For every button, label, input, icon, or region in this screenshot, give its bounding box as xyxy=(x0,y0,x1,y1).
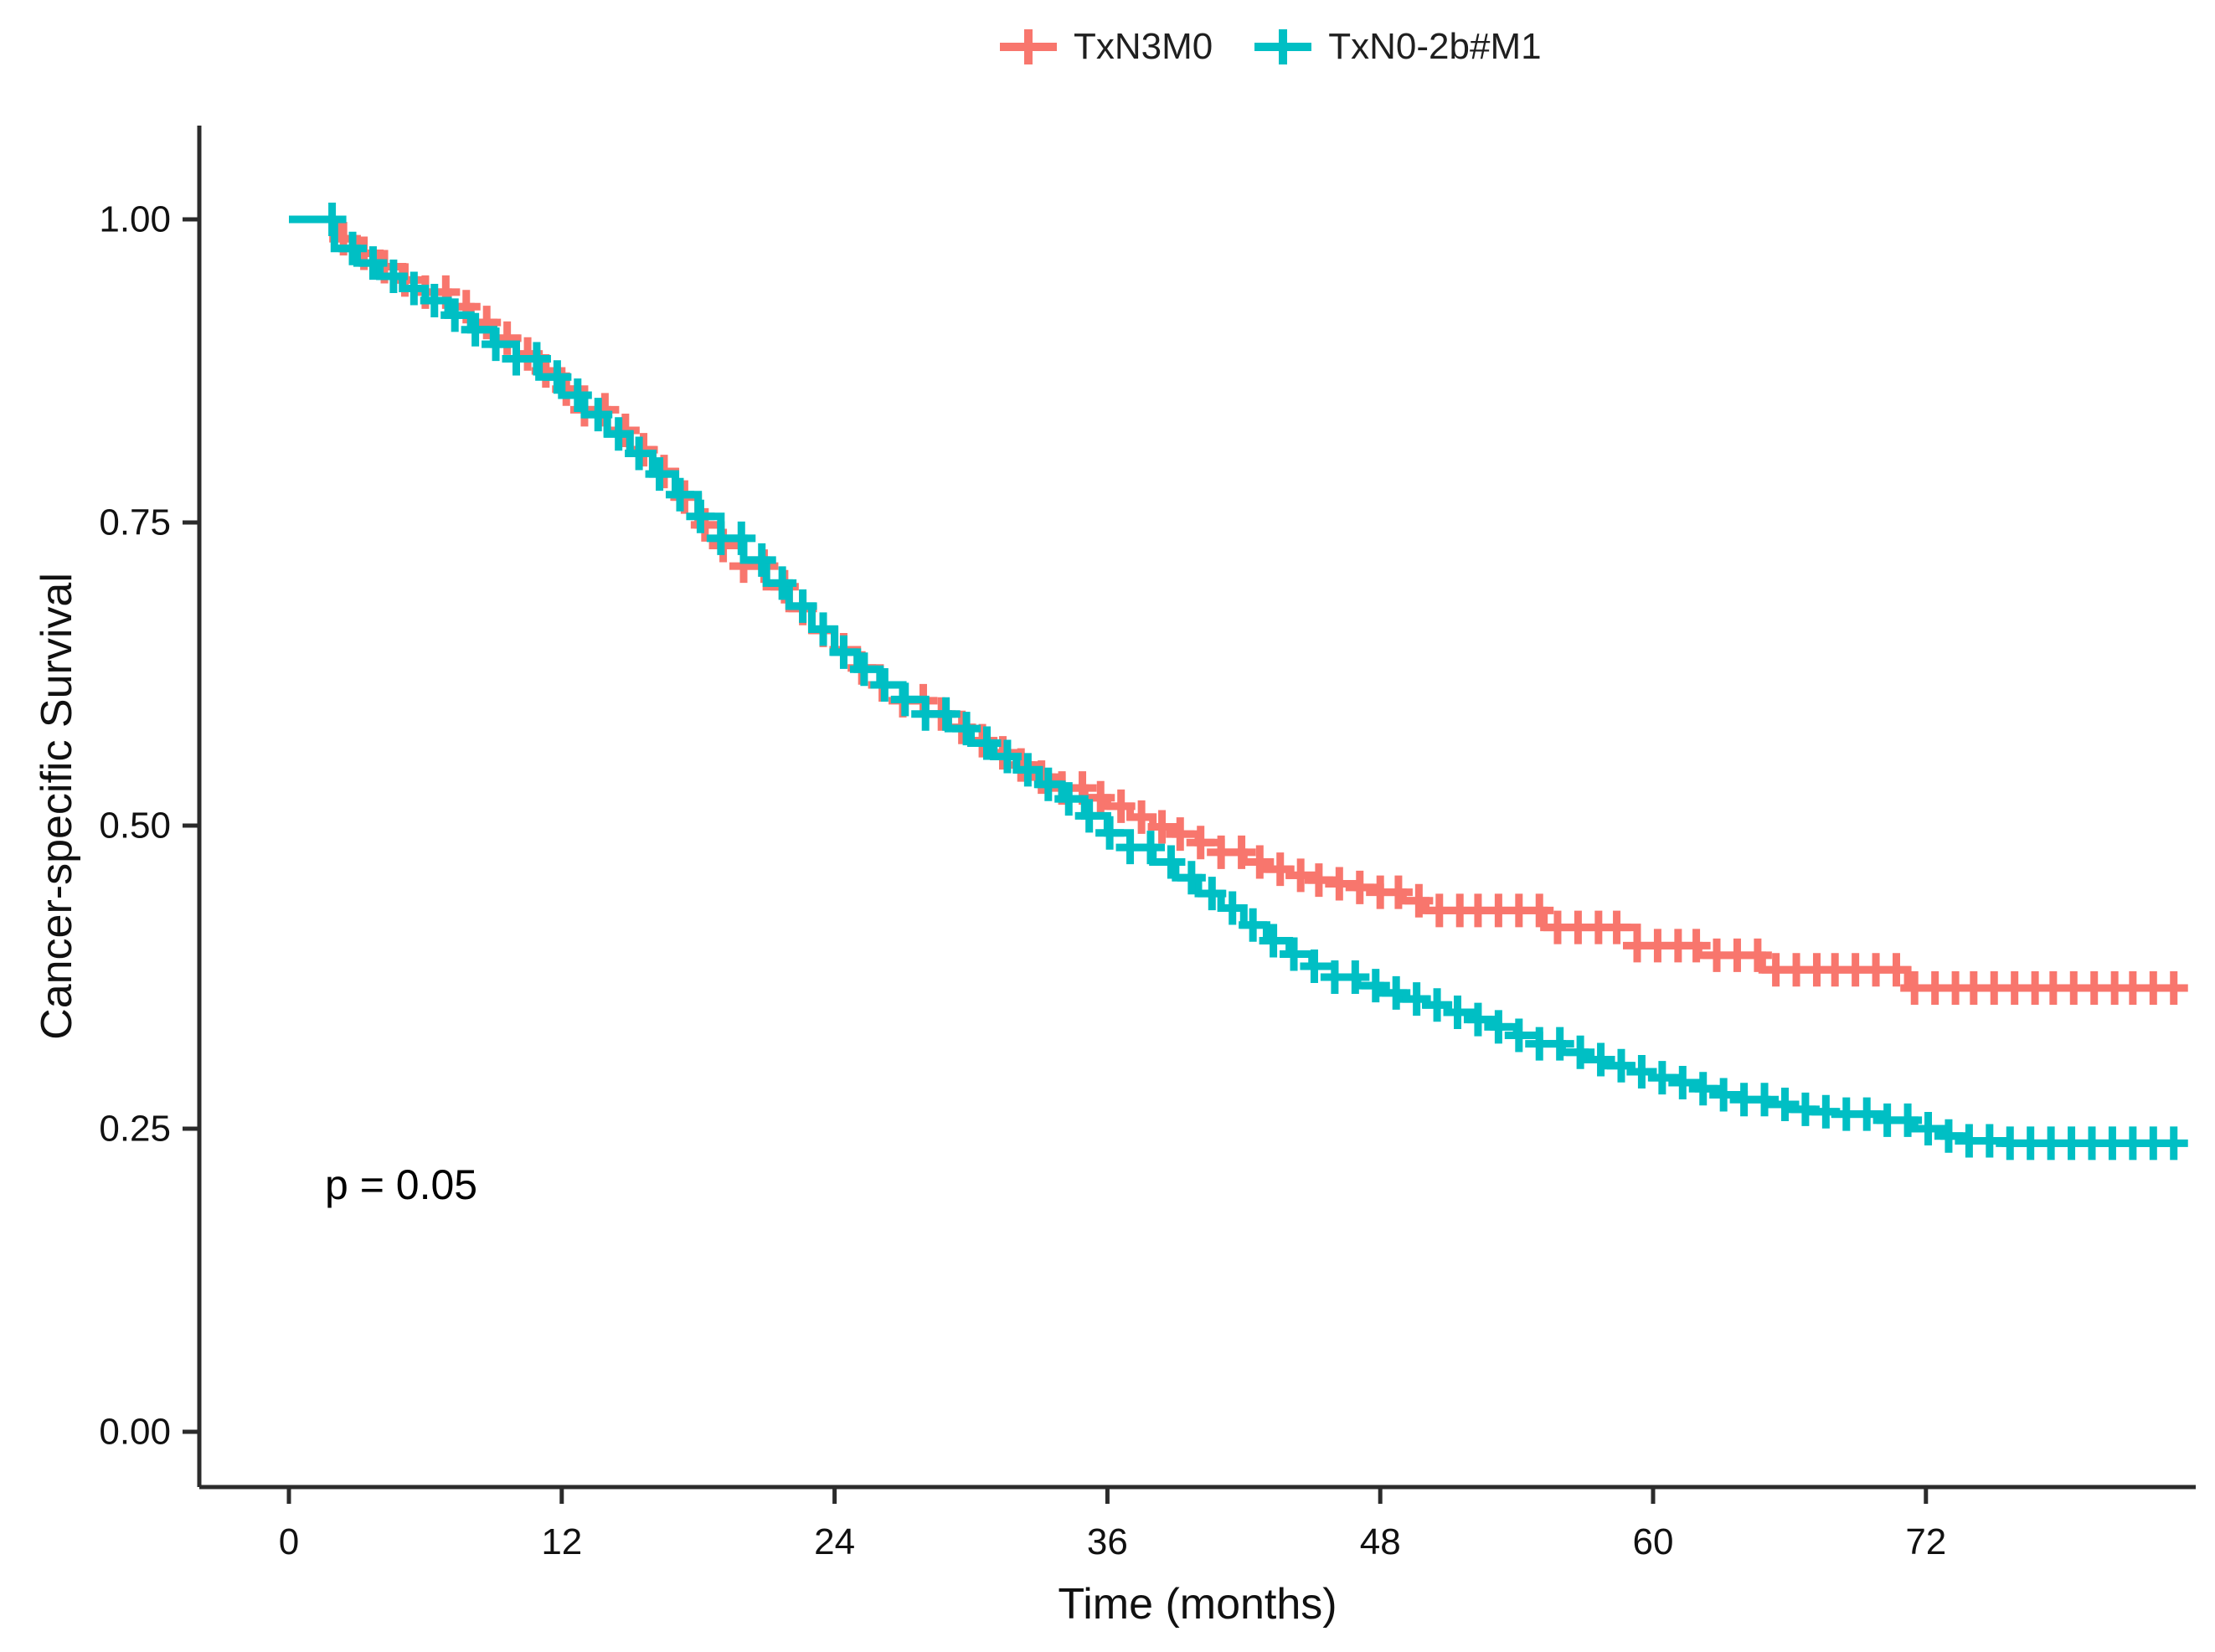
legend-item-txn0-2bm1: TxN0-2b#M1 xyxy=(1251,22,1542,72)
legend-item-txn3m0: TxN3M0 xyxy=(997,22,1213,72)
legend-label: TxN3M0 xyxy=(1074,26,1213,67)
y-axis-title: Cancer-specific Survival xyxy=(33,573,81,1040)
y-tick-label: 0.00 xyxy=(99,1412,171,1453)
x-tick-label: 24 xyxy=(814,1521,855,1562)
p-value-annotation: p = 0.05 xyxy=(325,1161,478,1208)
censor-plus-icon xyxy=(1000,29,1057,64)
x-tick-label: 12 xyxy=(541,1521,582,1562)
survival-curve-TxN3M0 xyxy=(289,215,2176,992)
y-tick-label: 0.50 xyxy=(99,805,171,847)
y-tick-label: 0.25 xyxy=(99,1109,171,1150)
censor-plus-icon xyxy=(1254,29,1312,64)
y-tick-label: 0.75 xyxy=(99,502,171,543)
y-tick-label: 1.00 xyxy=(99,199,171,240)
survival-curve-TxN0-2b#M1 xyxy=(289,215,2176,1147)
legend: TxN3M0 TxN0-2b#M1 xyxy=(997,22,1542,72)
x-tick-label: 60 xyxy=(1633,1521,1674,1562)
legend-label: TxN0-2b#M1 xyxy=(1328,26,1542,67)
x-tick-label: 48 xyxy=(1360,1521,1401,1562)
x-tick-label: 72 xyxy=(1905,1521,1946,1562)
censor-marks-TxN0-2b#M1 xyxy=(317,203,2188,1161)
censor-marks-TxN3M0 xyxy=(329,222,2188,1006)
x-axis-title: Time (months) xyxy=(1058,1580,1337,1629)
x-tick-label: 36 xyxy=(1087,1521,1128,1562)
x-tick-label: 0 xyxy=(279,1521,299,1562)
